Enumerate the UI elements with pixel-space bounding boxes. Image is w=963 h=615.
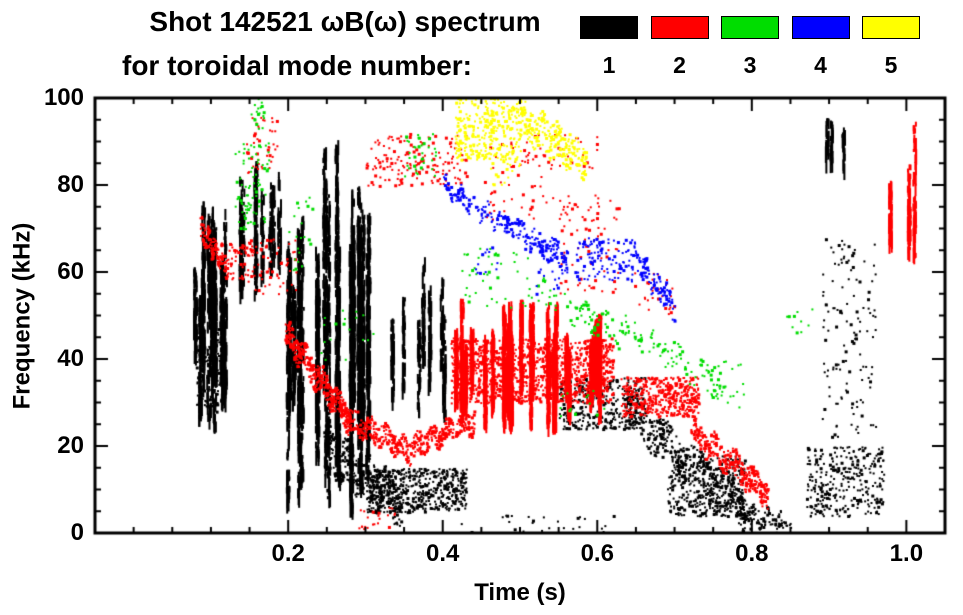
y-axis-title: Frequency (kHz) <box>8 222 36 409</box>
x-tick-label: 0.6 <box>580 540 614 567</box>
y-tick-label: 40 <box>57 345 84 372</box>
legend-swatch-mode-2 <box>650 16 709 39</box>
legend-label-mode-1: 1 <box>602 52 616 78</box>
x-tick-label: 0.4 <box>426 540 460 567</box>
legend-swatch-mode-5 <box>862 16 920 39</box>
legend-label-mode-4: 4 <box>814 52 827 78</box>
x-tick-label: 0.2 <box>271 540 305 567</box>
y-tick-label: 80 <box>57 171 84 198</box>
legend-swatch-mode-3 <box>721 16 779 39</box>
y-tick-label: 100 <box>43 84 84 111</box>
legend-swatch-mode-4 <box>791 16 850 39</box>
y-axis-title-box: Frequency (kHz) <box>0 98 44 533</box>
x-tick-label: 0.8 <box>735 540 769 567</box>
y-tick-label: 0 <box>70 519 84 546</box>
chart-title: Shot 142521 ωB(ω) spectrum <box>149 6 541 37</box>
legend-label-mode-3: 3 <box>743 52 757 78</box>
chart-subtitle: for toroidal mode number: <box>122 50 472 81</box>
x-axis-title: Time (s) <box>474 579 566 606</box>
plot-area <box>95 98 945 533</box>
y-tick-label: 20 <box>57 432 84 459</box>
legend-swatch-mode-1 <box>580 16 638 39</box>
legend-label-mode-5: 5 <box>884 52 898 78</box>
x-tick-label: 1.0 <box>889 540 924 567</box>
legend-label-mode-2: 2 <box>673 52 686 78</box>
y-tick-label: 60 <box>57 258 84 285</box>
